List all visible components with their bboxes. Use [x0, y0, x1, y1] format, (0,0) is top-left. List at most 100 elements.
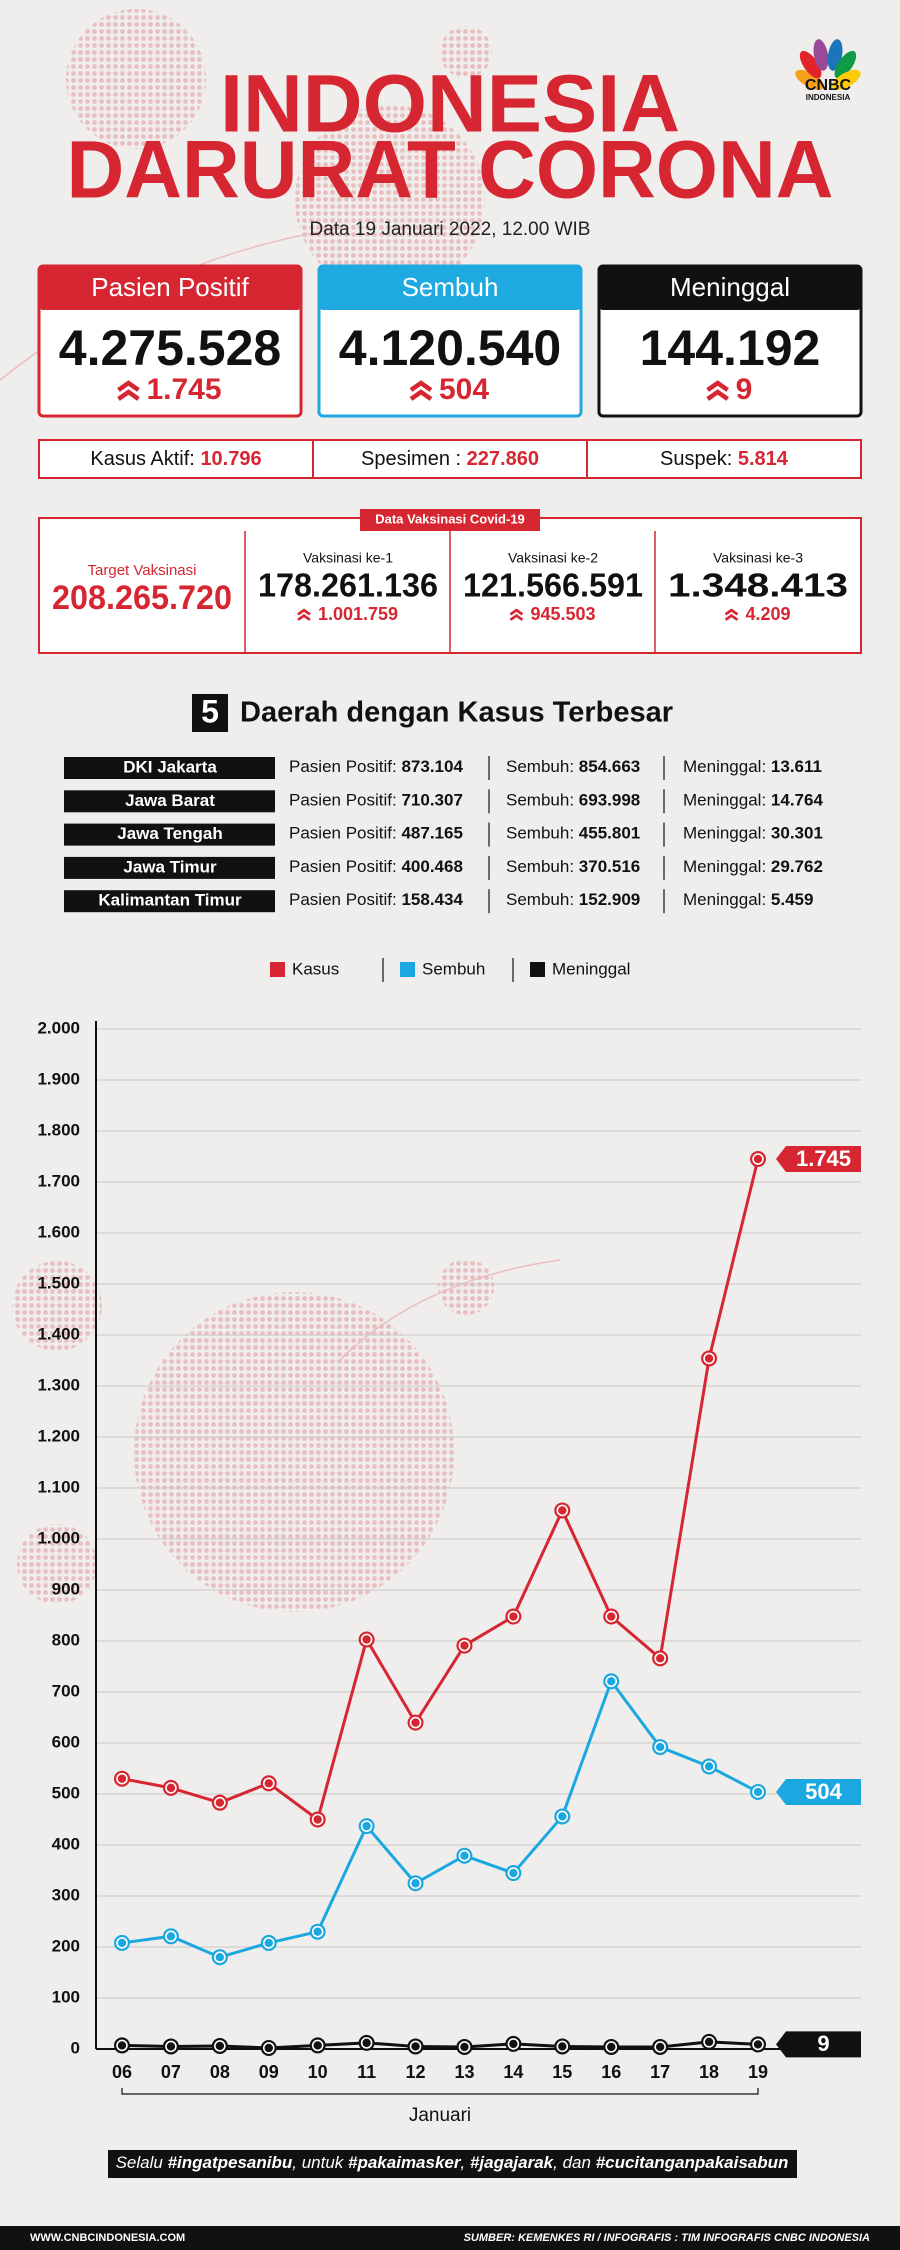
region-stat-value: 873.104 [401, 757, 463, 776]
region-stat-label: Meninggal: [683, 757, 766, 776]
region-label-bg [64, 823, 275, 846]
data-point-ring [703, 1760, 715, 1773]
region-stat-value: 29.762 [771, 857, 823, 876]
data-point-ring [409, 2040, 422, 2053]
data-point-ring [605, 1675, 618, 1688]
region-name: Jawa Barat [125, 791, 215, 810]
slogan: Selalu #ingatpesanibu, untuk #pakaimaske… [116, 2153, 789, 2172]
legend-swatch [270, 962, 285, 977]
region-stat-value: 152.909 [579, 891, 640, 910]
y-tick-label: 400 [52, 1834, 80, 1853]
y-tick-label: 1.500 [37, 1273, 80, 1292]
region-stat-label: Pasien Positif: [289, 791, 397, 810]
region-stat-value: 13.611 [771, 757, 822, 776]
region-stat: Pasien Positif: 400.468 [289, 857, 463, 876]
value-label-box [776, 1778, 861, 1805]
region-stat: Pasien Positif: 158.434 [289, 891, 463, 910]
data-point-ring [507, 1610, 520, 1623]
region-stat-value: 854.663 [579, 757, 640, 776]
data-point-ring [409, 1877, 422, 1890]
slogan-bar [108, 2150, 797, 2178]
x-tick-label: 06 [112, 2062, 132, 2082]
virus-decoration [0, 9, 561, 1612]
y-tick-label: 1.100 [37, 1477, 80, 1496]
region-stat-value: 14.764 [771, 791, 824, 810]
slogan-part: #jagajarak [470, 2153, 555, 2172]
region-name: DKI Jakarta [123, 757, 217, 776]
date: Data 19 Januari 2022, 12.00 WIB [310, 219, 591, 240]
region-stat-label: Sembuh: [506, 891, 574, 910]
region-stat-value: 400.468 [401, 857, 462, 876]
y-tick-label: 2.000 [37, 1018, 80, 1037]
y-tick-label: 1.400 [37, 1324, 80, 1343]
data-point-ring [752, 2038, 764, 2051]
x-tick-label: 13 [454, 2062, 474, 2082]
footer-bar [0, 2226, 900, 2250]
legend-label: Meninggal [552, 959, 630, 978]
summary-label: Suspek: [660, 448, 732, 470]
card-value: 144.192 [640, 320, 821, 376]
target-label: Target Vaksinasi [88, 562, 197, 579]
value-label: 9 [817, 2031, 829, 2056]
data-point-ring [458, 2041, 471, 2053]
x-tick-label: 11 [357, 2062, 376, 2082]
region-stat: Sembuh: 693.998 [506, 791, 640, 810]
summary-label: Kasus Aktif: [90, 448, 195, 470]
y-tick-label: 600 [52, 1732, 80, 1751]
data-point-ring [165, 1930, 177, 1943]
legend-swatch [400, 962, 415, 977]
card-header [599, 265, 861, 310]
data-point-ring [556, 1810, 569, 1823]
y-tick-label: 300 [52, 1885, 80, 1904]
data-point-ring [605, 1610, 618, 1623]
delta-value: 4.209 [745, 604, 790, 624]
region-name: Jawa Timur [123, 857, 217, 876]
data-point-ring [654, 2041, 666, 2053]
y-tick-label: 1.800 [37, 1120, 80, 1139]
x-tick-label: 19 [748, 2062, 768, 2082]
region-stat: Meninggal: 30.301 [683, 824, 823, 843]
region-stat-value: 5.459 [771, 891, 814, 910]
value-label-box [776, 2031, 861, 2058]
data-point-ring [556, 1504, 569, 1517]
data-point-ring [165, 2040, 177, 2053]
region-stat-value: 693.998 [579, 791, 640, 810]
value-label: 504 [805, 1779, 842, 1804]
dose-value: 121.566.591 [463, 567, 643, 604]
dose-label: Vaksinasi ke-3 [713, 550, 803, 566]
data-point-ring [116, 1772, 128, 1785]
data-point-ring [703, 2036, 715, 2048]
summary-label: Spesimen : [361, 448, 461, 470]
x-tick-label: 08 [210, 2062, 230, 2082]
number-badge [192, 694, 228, 732]
number-badge-text: 5 [201, 693, 219, 729]
region-stat-value: 455.801 [579, 824, 640, 843]
data-point-ring [556, 2040, 569, 2053]
slogan-part: #ingatpesanibu [168, 2153, 293, 2172]
region-label-bg [64, 856, 275, 879]
summary-value: 227.860 [467, 448, 539, 470]
region-label-bg [64, 790, 275, 813]
region-stat-label: Sembuh: [506, 824, 574, 843]
dose-label: Vaksinasi ke-2 [508, 550, 598, 566]
legend-label: Sembuh [422, 959, 485, 978]
slogan-part: #cucitanganpakaisabun [596, 2153, 789, 2172]
y-tick-label: 0 [71, 2038, 80, 2057]
region-stat: Meninggal: 13.611 [683, 757, 822, 776]
data-point-ring [311, 2039, 324, 2052]
y-tick-label: 1.700 [37, 1171, 80, 1190]
dose-label: Vaksinasi ke-1 [303, 550, 393, 566]
data-point-ring [409, 1716, 422, 1729]
data-point-ring [165, 1782, 177, 1794]
region-stat-label: Pasien Positif: [289, 857, 397, 876]
legend-swatch [530, 962, 545, 977]
slogan-part: Selalu [116, 2153, 168, 2172]
data-point-ring [311, 1925, 324, 1938]
data-point-ring [605, 2041, 618, 2053]
y-tick-label: 100 [52, 1987, 80, 2006]
up-arrow-icon [706, 380, 729, 401]
card-header [39, 265, 301, 310]
region-label-bg [64, 890, 275, 913]
card-value: 4.275.528 [59, 320, 281, 376]
region-stat-label: Meninggal: [683, 891, 766, 910]
